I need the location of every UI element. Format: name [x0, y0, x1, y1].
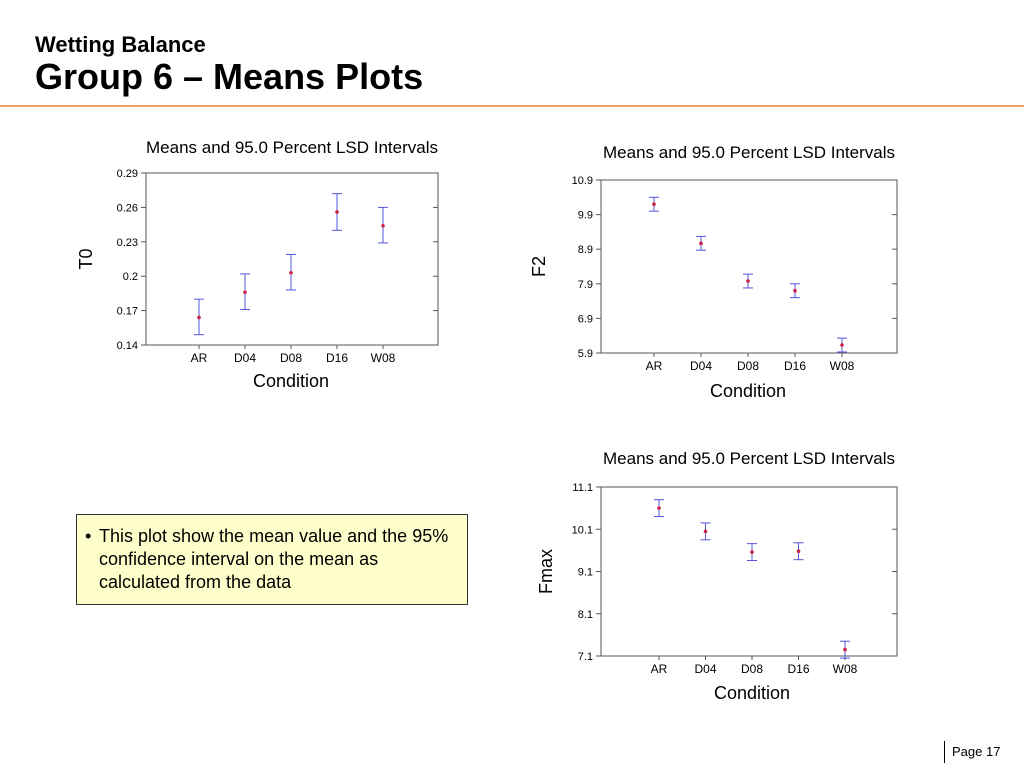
- mean-point: [699, 241, 703, 246]
- mean-point: [197, 315, 201, 320]
- y-tick-label: 0.2: [123, 271, 138, 283]
- chart-f2: Means and 95.0 Percent LSD Intervals 5.9 6…: [529, 143, 898, 401]
- y-tick-label: 10.9: [572, 175, 593, 187]
- mean-point: [381, 223, 385, 228]
- plot-frame: [600, 486, 898, 657]
- x-tick-label: D16: [784, 359, 806, 373]
- mean-point: [289, 270, 293, 275]
- chart-title: Means and 95.0 Percent LSD Intervals: [603, 449, 895, 468]
- mean-point: [750, 550, 754, 554]
- y-tick-label: 0.26: [117, 202, 138, 214]
- x-tick-label: AR: [646, 359, 663, 373]
- mean-point: [793, 288, 797, 293]
- y-tick-label: 0.29: [117, 168, 138, 180]
- chart-t0: Means and 95.0 Percent LSD Intervals 0.14…: [76, 138, 439, 391]
- x-tick-label: AR: [651, 662, 668, 676]
- note-text: This plot show the mean value and the 95…: [99, 526, 449, 592]
- mean-point: [657, 506, 661, 510]
- x-tick-label: W08: [371, 351, 396, 365]
- y-tick-label: 5.9: [578, 348, 593, 360]
- y-tick-label: 10.1: [572, 524, 593, 536]
- x-axis-label: Condition: [253, 371, 329, 391]
- x-tick-label: AR: [191, 351, 208, 365]
- mean-point: [243, 290, 247, 295]
- page-number: Page 17: [952, 744, 1001, 759]
- x-tick-label: W08: [830, 359, 855, 373]
- plot-frame: [145, 172, 439, 346]
- y-tick-label: 0.23: [117, 237, 138, 249]
- x-axis-label: Condition: [714, 683, 790, 703]
- mean-point: [652, 202, 656, 207]
- title-divider: [0, 105, 1024, 107]
- chart-title: Means and 95.0 Percent LSD Intervals: [146, 138, 438, 157]
- y-axis-label: F2: [529, 256, 549, 277]
- y-tick-label: 8.1: [578, 609, 593, 621]
- x-tick-label: W08: [833, 662, 858, 676]
- mean-point: [843, 647, 847, 652]
- slide-title: Group 6 – Means Plots: [35, 56, 424, 97]
- y-tick-label: 8.9: [578, 244, 593, 256]
- y-tick-label: 7.1: [578, 651, 593, 663]
- chart-title: Means and 95.0 Percent LSD Intervals: [603, 143, 895, 162]
- x-tick-label: D04: [690, 359, 712, 373]
- mean-point: [840, 343, 844, 347]
- plot-frame: [600, 179, 898, 354]
- mean-point: [796, 549, 801, 554]
- y-tick-label: 0.17: [117, 306, 138, 318]
- slide-subtitle: Wetting Balance: [35, 32, 206, 57]
- mean-point: [746, 279, 750, 283]
- mean-point: [703, 529, 708, 534]
- page-separator: [944, 741, 945, 763]
- x-tick-label: D04: [694, 662, 716, 676]
- y-axis-label: Fmax: [536, 549, 556, 594]
- y-tick-label: 9.1: [578, 567, 593, 579]
- x-tick-label: D08: [280, 351, 302, 365]
- x-tick-label: D04: [234, 351, 256, 365]
- y-tick-label: 0.14: [117, 340, 138, 352]
- note-box: • This plot show the mean value and the …: [76, 514, 468, 605]
- x-tick-label: D08: [737, 359, 759, 373]
- note-bullet: •: [85, 526, 92, 546]
- y-axis-label: T0: [76, 248, 96, 269]
- y-tick-label: 6.9: [578, 313, 593, 325]
- y-tick-label: 9.9: [578, 210, 593, 222]
- mean-point: [335, 210, 339, 214]
- y-tick-label: 7.9: [578, 279, 593, 291]
- x-axis-label: Condition: [710, 381, 786, 401]
- chart-fmax: Means and 95.0 Percent LSD Intervals 7.1 8…: [536, 449, 898, 703]
- x-tick-label: D16: [326, 351, 348, 365]
- y-tick-label: 11.1: [572, 482, 593, 494]
- x-tick-label: D16: [787, 662, 809, 676]
- x-tick-label: D08: [741, 662, 763, 676]
